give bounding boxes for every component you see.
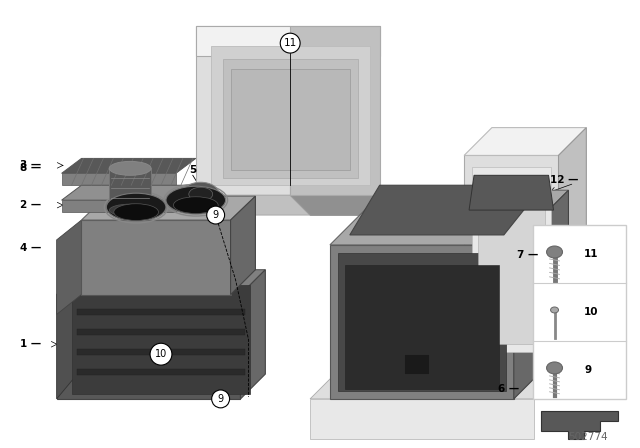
Polygon shape [57, 294, 241, 399]
Text: 10: 10 [584, 307, 598, 317]
Circle shape [212, 390, 230, 408]
Polygon shape [469, 175, 554, 210]
Text: 7 —: 7 — [517, 250, 539, 260]
Polygon shape [57, 270, 266, 294]
Polygon shape [559, 128, 586, 364]
Polygon shape [109, 168, 151, 210]
Polygon shape [290, 195, 380, 215]
Polygon shape [211, 46, 370, 185]
Ellipse shape [109, 204, 151, 216]
Text: 10: 10 [155, 349, 167, 359]
Polygon shape [77, 349, 246, 355]
Text: 2 —: 2 — [20, 200, 41, 210]
Polygon shape [541, 411, 618, 439]
Polygon shape [57, 220, 81, 314]
Polygon shape [464, 155, 559, 364]
Polygon shape [196, 26, 290, 195]
Text: 5: 5 [189, 165, 196, 175]
Polygon shape [196, 195, 310, 215]
Polygon shape [77, 310, 246, 315]
Polygon shape [223, 59, 358, 178]
Polygon shape [230, 196, 255, 294]
Polygon shape [196, 26, 380, 56]
Ellipse shape [106, 193, 166, 221]
Polygon shape [472, 168, 550, 352]
Polygon shape [310, 344, 588, 399]
Polygon shape [77, 329, 246, 335]
Polygon shape [345, 265, 499, 389]
Text: 6 —: 6 — [498, 384, 519, 394]
Polygon shape [61, 200, 176, 212]
Polygon shape [61, 159, 196, 173]
Ellipse shape [189, 187, 212, 201]
Circle shape [150, 343, 172, 365]
Text: 9: 9 [218, 394, 224, 404]
Circle shape [280, 33, 300, 53]
Text: 11: 11 [284, 38, 297, 48]
Polygon shape [310, 399, 534, 439]
Text: 9: 9 [212, 210, 219, 220]
Polygon shape [61, 185, 196, 200]
Text: 3 —: 3 — [20, 160, 41, 170]
Polygon shape [330, 245, 514, 399]
Text: 1 —: 1 — [20, 339, 41, 349]
Polygon shape [77, 369, 246, 375]
Polygon shape [290, 26, 380, 195]
Ellipse shape [547, 362, 563, 374]
Text: 4 —: 4 — [20, 243, 41, 253]
Polygon shape [330, 190, 568, 245]
Ellipse shape [114, 204, 159, 220]
Polygon shape [478, 175, 545, 344]
Polygon shape [241, 270, 266, 399]
Text: 8 —: 8 — [20, 164, 41, 173]
Text: 11: 11 [584, 249, 598, 259]
Polygon shape [81, 220, 230, 294]
Circle shape [207, 206, 225, 224]
Ellipse shape [183, 182, 219, 204]
FancyBboxPatch shape [532, 225, 626, 399]
Polygon shape [230, 69, 350, 170]
Polygon shape [338, 253, 506, 391]
Ellipse shape [547, 246, 563, 258]
Polygon shape [72, 284, 250, 394]
Text: 502774: 502774 [568, 432, 608, 442]
Ellipse shape [109, 161, 151, 175]
Ellipse shape [550, 307, 559, 313]
Polygon shape [350, 185, 543, 235]
Text: 9: 9 [584, 365, 591, 375]
Polygon shape [464, 128, 586, 155]
Text: 12 —: 12 — [550, 175, 579, 185]
Polygon shape [81, 196, 255, 220]
Polygon shape [514, 190, 568, 399]
Polygon shape [404, 354, 429, 374]
Ellipse shape [166, 186, 225, 214]
Polygon shape [61, 173, 176, 185]
Ellipse shape [173, 197, 218, 213]
Polygon shape [57, 270, 81, 399]
